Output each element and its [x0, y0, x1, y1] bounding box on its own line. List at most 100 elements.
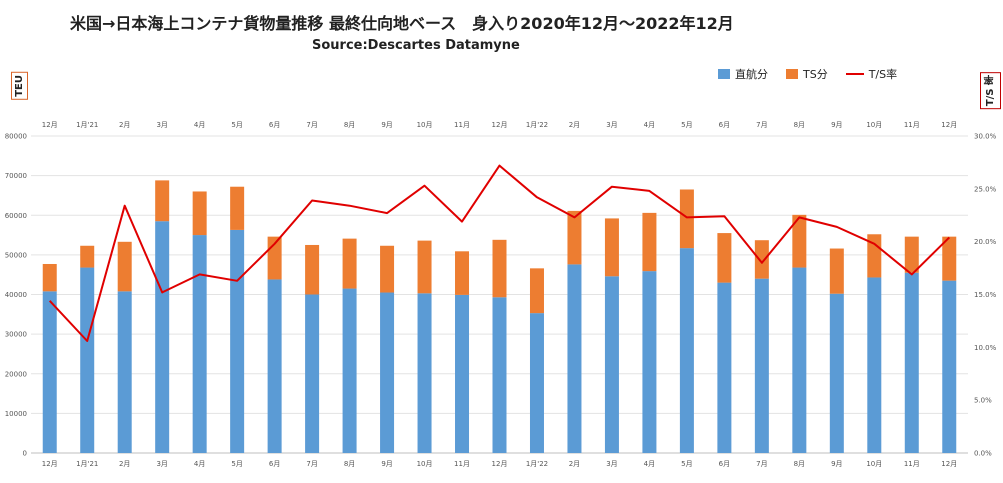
x-tick-label: 7月	[306, 460, 317, 468]
x-tick-label: 12月	[492, 460, 508, 468]
bar-ts	[380, 245, 395, 293]
right-tick-label: 15.0%	[974, 291, 997, 299]
legend-item-rate: T/S率	[845, 66, 898, 82]
left-tick-label: 30000	[5, 331, 27, 339]
top-category-label: 1月'22	[526, 121, 548, 129]
bar-ts	[455, 251, 470, 295]
x-tick-label: 5月	[231, 460, 242, 468]
left-tick-label: 0	[23, 450, 27, 458]
bar-direct	[529, 313, 544, 453]
top-category-label: 6月	[719, 121, 730, 129]
legend-swatch-ts	[786, 69, 798, 79]
left-tick-label: 20000	[5, 370, 27, 378]
top-category-label: 10月	[417, 121, 433, 129]
x-tick-label: 5月	[681, 460, 692, 468]
bar-direct	[867, 277, 882, 453]
rate-line	[48, 164, 951, 342]
legend-swatch-direct	[718, 69, 730, 79]
x-tick-label: 4月	[194, 460, 205, 468]
x-tick-label: 2月	[569, 460, 580, 468]
x-tick-label: 7月	[756, 460, 767, 468]
top-category-label: 4月	[644, 121, 655, 129]
bar-direct	[904, 272, 919, 453]
right-tick-label: 5.0%	[974, 397, 992, 405]
bar-direct	[230, 229, 245, 453]
top-category-label: 8月	[794, 121, 805, 129]
bar-ts	[604, 218, 619, 277]
top-category-label: 11月	[904, 121, 920, 129]
bar-direct	[829, 293, 844, 453]
right-tick-label: 25.0%	[974, 185, 997, 193]
bar-ts	[230, 186, 245, 230]
top-category-label: 4月	[194, 121, 205, 129]
bar-direct	[192, 235, 207, 453]
legend-label-rate: T/S率	[868, 68, 898, 81]
bar-ts	[567, 210, 582, 265]
top-category-label: 12月	[941, 121, 957, 129]
top-category-label: 10月	[866, 121, 882, 129]
bar-ts	[417, 240, 432, 294]
bar-direct	[754, 278, 769, 453]
bar-direct	[567, 264, 582, 453]
bar-direct	[80, 267, 95, 453]
bar-ts	[529, 268, 544, 314]
bar-ts	[904, 236, 919, 273]
x-tick-label: 1月'21	[76, 460, 98, 468]
bar-direct	[155, 221, 170, 453]
top-category-label: 6月	[269, 121, 280, 129]
bar-ts	[717, 233, 732, 283]
chart-subtitle: Source:Descartes Datamyne	[312, 38, 520, 53]
top-category-label: 1月'21	[76, 121, 98, 129]
legend: 直航分 TS分 T/S率	[718, 66, 897, 82]
left-tick-label: 40000	[5, 291, 27, 299]
x-tick-label: 2月	[119, 460, 130, 468]
bar-ts	[942, 236, 957, 281]
top-category-label: 9月	[381, 121, 392, 129]
legend-item-ts: TS分	[786, 66, 828, 82]
bar-direct	[380, 292, 395, 453]
left-tick-label: 50000	[5, 251, 27, 259]
x-tick-label: 4月	[644, 460, 655, 468]
bar-ts	[155, 180, 170, 222]
top-category-label: 12月	[492, 121, 508, 129]
bar-ts	[792, 214, 807, 268]
right-tick-label: 0.0%	[974, 450, 992, 458]
x-tick-label: 3月	[606, 460, 617, 468]
bar-direct	[717, 282, 732, 453]
left-tick-label: 10000	[5, 410, 27, 418]
x-tick-label: 1月'22	[526, 460, 548, 468]
bar-direct	[267, 279, 282, 453]
top-category-label: 2月	[569, 121, 580, 129]
bar-ts	[829, 248, 844, 294]
bar-direct	[604, 276, 619, 453]
legend-label-ts: TS分	[803, 68, 828, 81]
left-tick-label: 70000	[5, 172, 27, 180]
x-tick-label: 8月	[344, 460, 355, 468]
x-tick-label: 3月	[156, 460, 167, 468]
x-tick-label: 9月	[381, 460, 392, 468]
top-category-label: 7月	[306, 121, 317, 129]
bar-ts	[305, 244, 320, 295]
legend-item-direct: 直航分	[718, 66, 768, 82]
x-tick-label: 12月	[42, 460, 58, 468]
x-tick-label: 11月	[454, 460, 470, 468]
top-category-label: 8月	[344, 121, 355, 129]
chart-title: 米国→日本海上コンテナ貨物量推移 最終仕向地ベース 身入り2020年12月～20…	[70, 14, 734, 33]
bar-direct	[117, 291, 132, 453]
top-category-label: 11月	[454, 121, 470, 129]
right-tick-label: 30.0%	[974, 133, 997, 141]
bar-ts	[80, 245, 95, 268]
right-tick-label: 20.0%	[974, 238, 997, 246]
top-category-label: 2月	[119, 121, 130, 129]
bar-direct	[792, 267, 807, 453]
left-tick-label: 60000	[5, 212, 27, 220]
bar-direct	[305, 294, 320, 453]
legend-label-direct: 直航分	[735, 68, 768, 81]
x-tick-label: 6月	[719, 460, 730, 468]
bar-direct	[455, 294, 470, 453]
bar-ts	[342, 238, 357, 289]
top-category-label: 5月	[231, 121, 242, 129]
top-category-label: 9月	[831, 121, 842, 129]
bar-ts	[117, 241, 132, 292]
bar-direct	[642, 271, 657, 453]
